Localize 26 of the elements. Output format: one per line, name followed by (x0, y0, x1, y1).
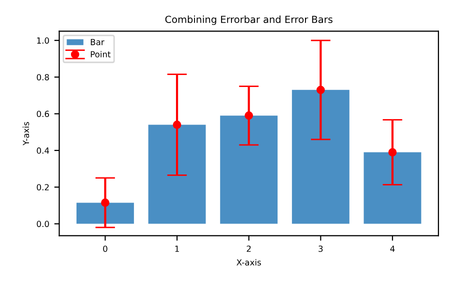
x-tick-label: 4 (390, 246, 395, 252)
y-tick-label: 0.6 (36, 110, 50, 118)
bar (220, 116, 278, 224)
point (388, 148, 397, 156)
point (101, 198, 110, 207)
bar (148, 124, 206, 224)
chart-title: Combining Errorbar and Error Bars (165, 16, 332, 25)
x-tick-label: 1 (175, 246, 179, 252)
point (244, 111, 254, 120)
bar (364, 152, 422, 224)
x-tick-label: 0 (103, 246, 108, 252)
legend-label: Point (90, 50, 111, 58)
y-tick-label: 0.4 (36, 147, 50, 154)
legend-label: Bar (90, 38, 104, 46)
point (316, 86, 325, 94)
y-tick-label: 0.8 (36, 74, 49, 80)
x-tick-label: 3 (318, 246, 323, 252)
bar (76, 202, 134, 224)
y-tick-label: 1.0 (37, 37, 49, 44)
y-axis-title: Y-axis (22, 122, 30, 146)
x-tick-label: 2 (246, 246, 251, 252)
y-tick-label: 0.2 (36, 184, 49, 190)
bar (292, 90, 350, 224)
x-axis-title: X-axis (236, 259, 261, 266)
y-tick-label: 0.0 (36, 220, 49, 228)
point (172, 120, 182, 129)
